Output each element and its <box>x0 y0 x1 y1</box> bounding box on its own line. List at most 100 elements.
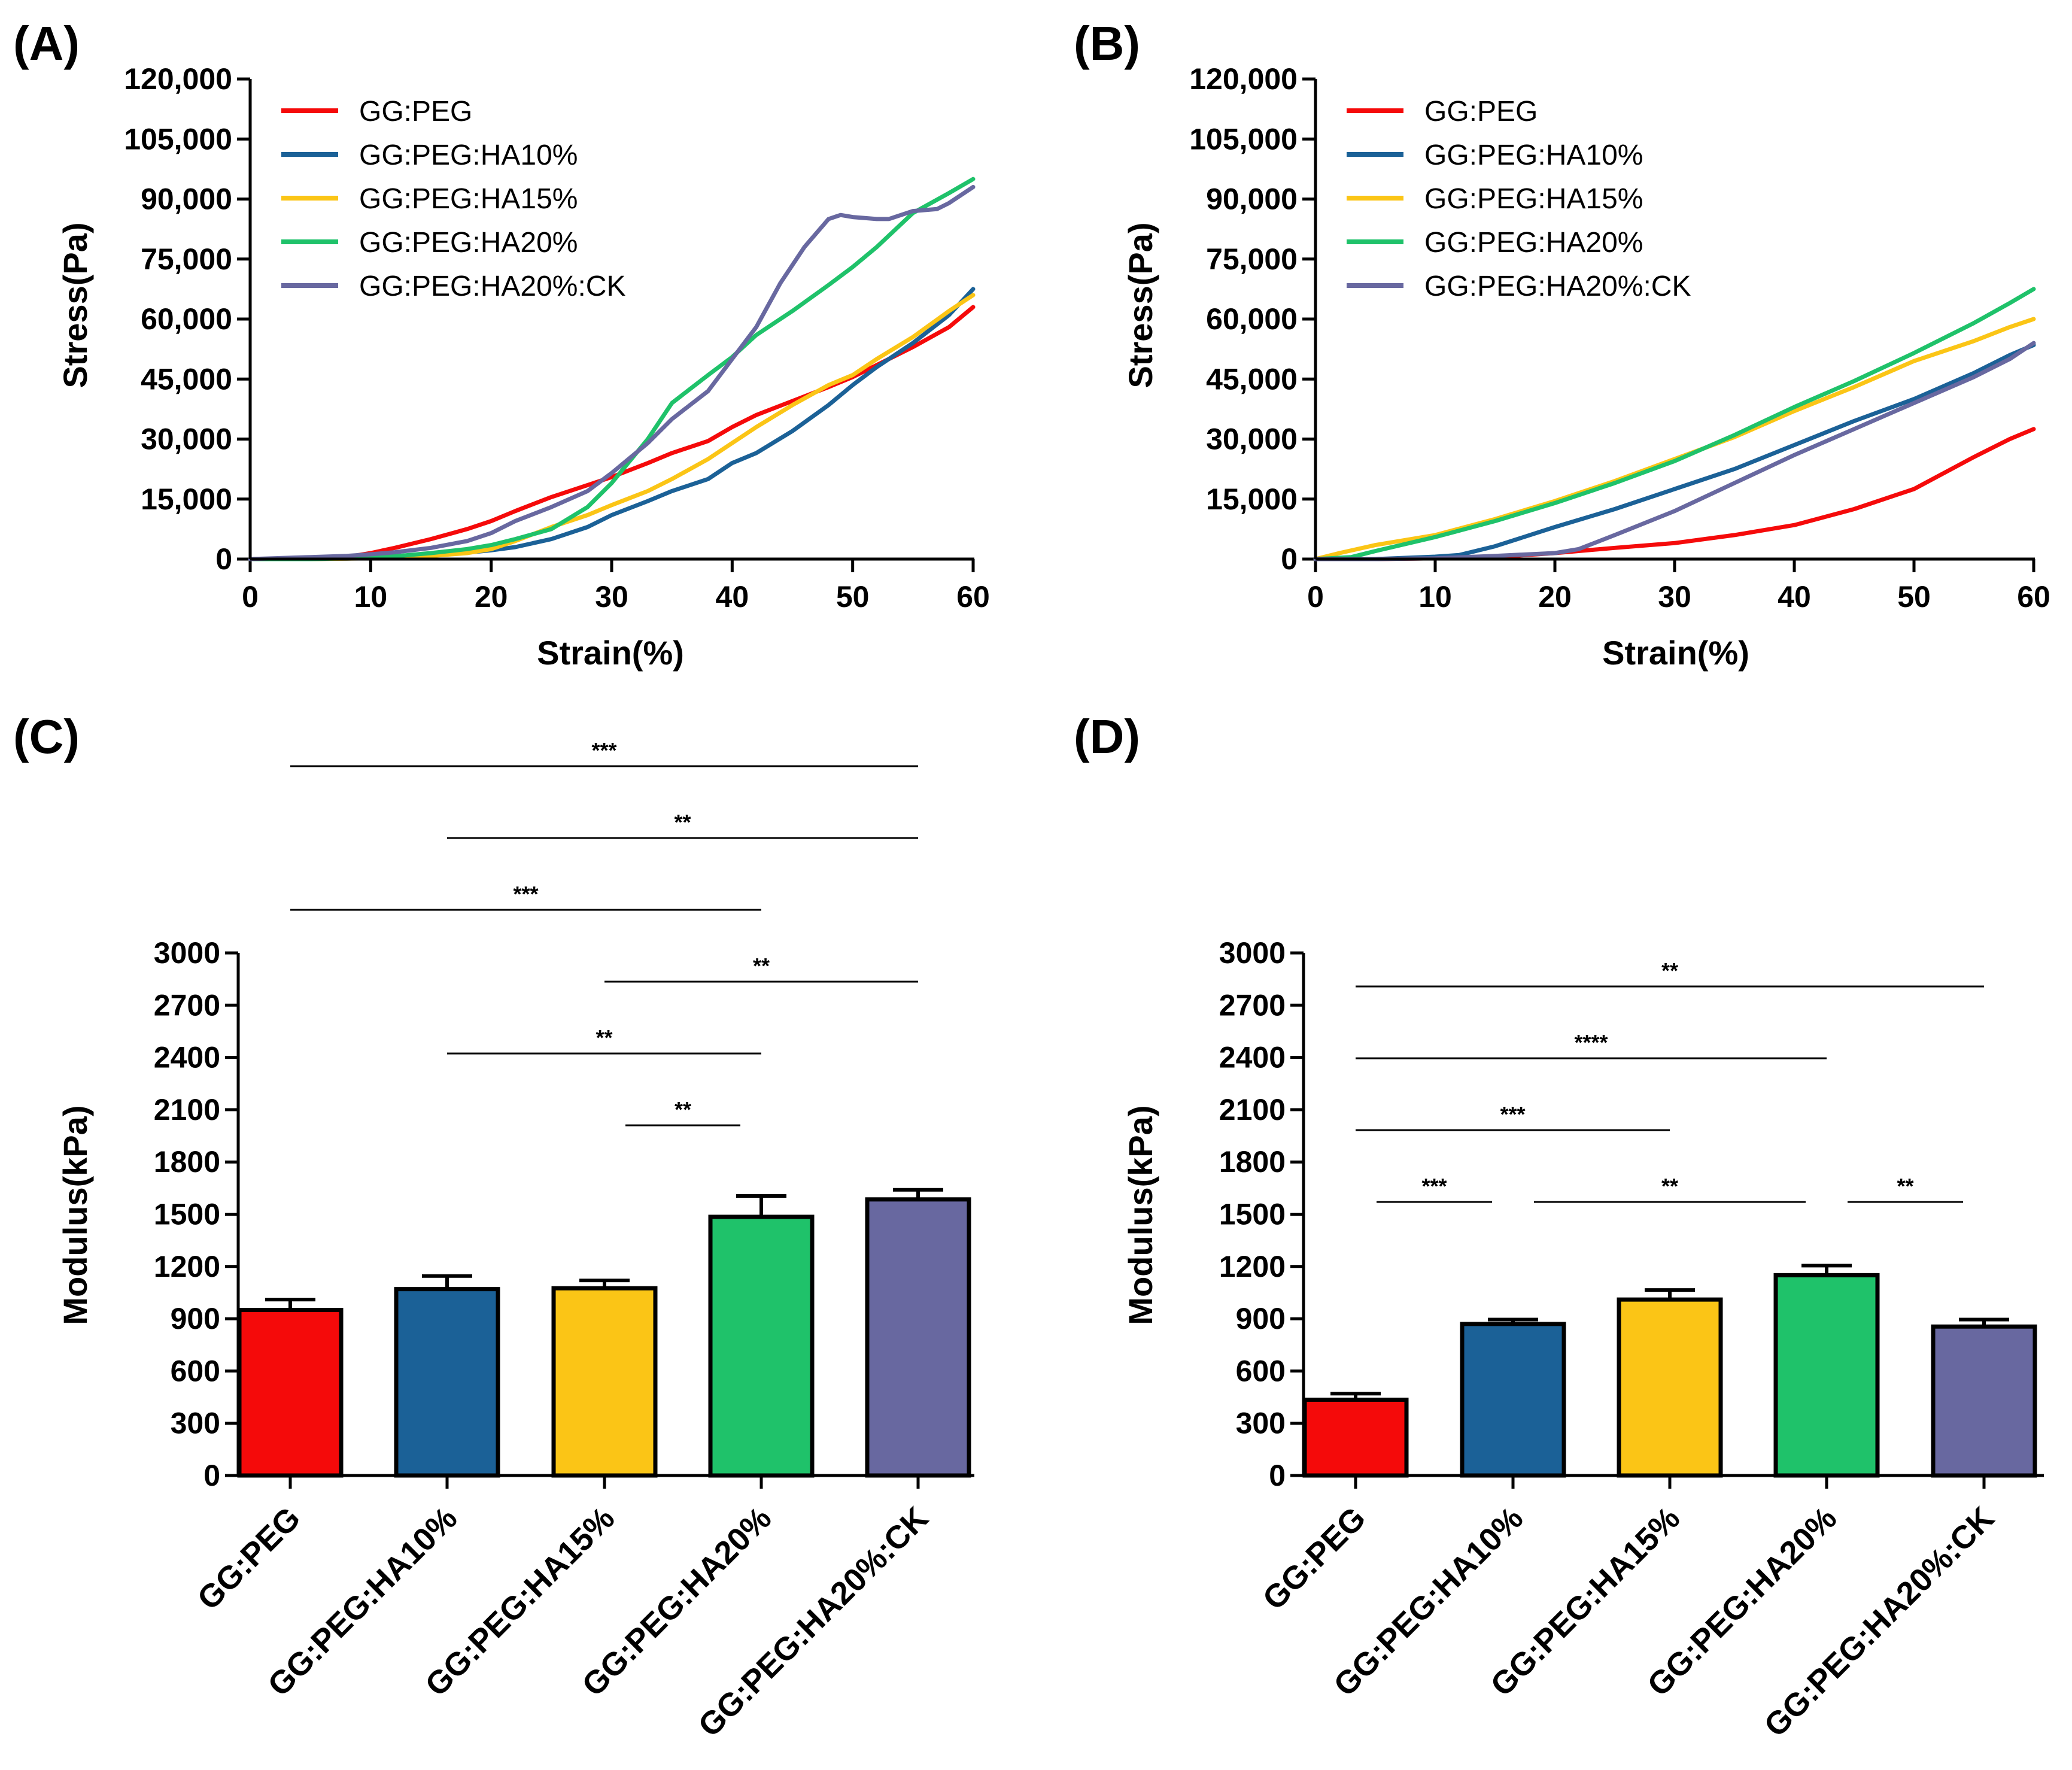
panel-c-bar-3 <box>708 1215 815 1478</box>
panel-a-ylabel: Stress(Pa) <box>56 222 94 388</box>
panel-d-significance: ************ ** ** <box>1356 958 1984 1203</box>
panel-b-legend-label-1: GG:PEG:HA10% <box>1424 139 1643 171</box>
panel-d-sig-label-0: ** <box>1661 958 1678 983</box>
panel-c-bar-1 <box>394 1287 500 1478</box>
panel-d-sig-label-4: ** <box>1661 1174 1678 1198</box>
panel-d-y-ticks: 0 300 600 900 1200 1500 1800 2100 2400 2700 3000 <box>1219 936 1304 1492</box>
panel-a-ytick-label: 15,000 <box>141 482 232 516</box>
panel-c-ytick-label: 2400 <box>154 1041 220 1074</box>
panel-a-y-ticks: 0 15,000 30,000 45,000 60,000 75,000 90,000 105… <box>124 62 250 576</box>
panel-a-ytick-label: 0 <box>215 542 232 576</box>
panel-c-significance: ************** <box>290 738 918 1127</box>
panel-a-ytick-label: 105,000 <box>124 122 232 156</box>
panel-a-series-line-3 <box>248 177 976 561</box>
panel-b-ytick-label: 105,000 <box>1189 122 1298 156</box>
panel-d-ytick-label: 2700 <box>1219 988 1286 1022</box>
panel-a-series-line-0 <box>248 305 976 561</box>
panel-a-xtick-label: 60 <box>956 580 990 614</box>
panel-a-ytick-label: 45,000 <box>141 362 232 396</box>
panel-d-bar-2 <box>1617 1297 1723 1478</box>
panel-d-sig-label-1: **** <box>1574 1030 1608 1055</box>
panel-a-xtick-label: 40 <box>716 580 749 614</box>
panel-b-xtick-label: 0 <box>1307 580 1324 614</box>
panel-b: (B) Strain(%) Stress(Pa) 0 15,000 30,000 45… <box>1074 17 2050 672</box>
panel-b-legend-label-4: GG:PEG:HA20%:CK <box>1424 271 1691 302</box>
panel-a-letter: (A) <box>13 17 80 70</box>
panel-c-sig-label-5: ** <box>675 1097 691 1122</box>
panel-c-ytick-label: 3000 <box>154 936 220 970</box>
panel-a-ytick-label: 120,000 <box>124 62 232 96</box>
panel-d-letter: (D) <box>1074 710 1140 763</box>
panel-a-xtick-label: 10 <box>354 580 388 614</box>
panel-c-bar-4 <box>865 1197 971 1478</box>
panel-c-ytick-label: 900 <box>171 1302 220 1335</box>
panel-d-sig-label-2: *** <box>1500 1102 1525 1127</box>
panel-c-ytick-label: 1200 <box>154 1250 220 1283</box>
panel-d-bars <box>1302 1264 2037 1489</box>
panel-a-legend-label-3: GG:PEG:HA20% <box>359 227 578 259</box>
panel-d-bar-3 <box>1773 1273 1880 1478</box>
panel-d-sig-label-5: ** <box>1897 1174 1913 1198</box>
panel-b-legend-label-0: GG:PEG <box>1424 96 1538 127</box>
panel-d-ytick-label: 2400 <box>1219 1041 1286 1074</box>
panel-c-y-ticks: 0 300 600 900 1200 1500 1800 2100 2400 2700 3000 <box>154 936 238 1492</box>
panel-b-series-line-3 <box>1313 287 2036 561</box>
panel-b-xtick-label: 40 <box>1778 580 1811 614</box>
panel-d-bar-1 <box>1460 1322 1566 1478</box>
panel-b-legend-label-2: GG:PEG:HA15% <box>1424 183 1643 215</box>
panel-d-sig-label-3: *** <box>1421 1174 1447 1198</box>
panel-a-legend-label-1: GG:PEG:HA10% <box>359 139 578 171</box>
panel-b-ytick-label: 60,000 <box>1206 302 1298 336</box>
panel-c-letter: (C) <box>13 710 80 763</box>
panel-a-xtick-label: 30 <box>595 580 628 614</box>
panel-c-sig-label-2: *** <box>513 882 538 906</box>
panel-c-ytick-label: 300 <box>171 1407 220 1440</box>
panel-d-ytick-label: 3000 <box>1219 936 1286 970</box>
panel-d-bar-0 <box>1302 1397 1409 1478</box>
panel-a-x-ticks: 0 10 20 30 40 50 60 <box>242 559 990 614</box>
panel-a-legend-label-4: GG:PEG:HA20%:CK <box>359 271 625 302</box>
panel-b-ytick-label: 75,000 <box>1206 242 1298 276</box>
panel-a-legend-label-0: GG:PEG <box>359 96 472 127</box>
panel-b-ylabel: Stress(Pa) <box>1122 222 1159 388</box>
panel-d-ytick-label: 0 <box>1269 1459 1286 1492</box>
panel-a-xtick-label: 0 <box>242 580 259 614</box>
panel-d-ytick-label: 1500 <box>1219 1198 1286 1231</box>
panel-b-x-ticks: 0 10 20 30 40 50 60 <box>1307 559 2050 614</box>
panel-a-ytick-label: 90,000 <box>141 183 232 216</box>
panel-a-xtick-label: 20 <box>475 580 508 614</box>
panel-d-ytick-label: 1200 <box>1219 1250 1286 1283</box>
panel-c-ylabel: Modulus(kPa) <box>56 1105 94 1325</box>
panel-b-xlabel: Strain(%) <box>1602 634 1749 672</box>
panel-b-legend-label-3: GG:PEG:HA20% <box>1424 227 1643 259</box>
panel-c-sig-label-3: ** <box>753 954 770 978</box>
panel-d-ylabel: Modulus(kPa) <box>1122 1105 1159 1325</box>
panel-b-y-ticks: 0 15,000 30,000 45,000 60,000 75,000 90,000 105… <box>1189 62 1315 576</box>
panel-c-bar-2 <box>551 1286 658 1478</box>
panel-d-ytick-label: 1800 <box>1219 1145 1286 1179</box>
panel-c-sig-label-1: ** <box>674 810 691 834</box>
panel-a-ytick-label: 75,000 <box>141 242 232 276</box>
panel-b-legend: GG:PEG GG:PEG:HA10% GG:PEG:HA15% GG:PEG:HA2… <box>1347 96 1691 302</box>
panel-b-ytick-label: 30,000 <box>1206 423 1298 456</box>
panel-d-ytick-label: 900 <box>1236 1302 1286 1335</box>
panel-a-legend-label-2: GG:PEG:HA15% <box>359 183 578 215</box>
panel-d-ytick-label: 300 <box>1236 1407 1286 1440</box>
panel-b-xtick-label: 10 <box>1418 580 1452 614</box>
panel-d-bar-4 <box>1931 1324 2037 1478</box>
panel-a-series-line-4 <box>248 184 976 561</box>
panel-a-legend: GG:PEG GG:PEG:HA10% GG:PEG:HA15% GG:PEG:HA2… <box>281 96 625 302</box>
panel-b-xtick-label: 50 <box>1897 580 1931 614</box>
panel-b-xtick-label: 30 <box>1658 580 1691 614</box>
panel-c-ytick-label: 600 <box>171 1354 220 1388</box>
panel-c-ytick-label: 2700 <box>154 988 220 1022</box>
panel-b-ytick-label: 0 <box>1281 542 1298 576</box>
panel-b-xtick-label: 20 <box>1538 580 1572 614</box>
panel-c-ytick-label: 0 <box>203 1459 220 1492</box>
panel-d-ytick-label: 2100 <box>1219 1093 1286 1127</box>
panel-a: (A) Strain(%) Stress(Pa) 0 15,000 30,000 45… <box>13 17 990 672</box>
panel-c-sig-label-0: *** <box>591 738 616 763</box>
panel-b-series-line-4 <box>1313 341 2036 561</box>
